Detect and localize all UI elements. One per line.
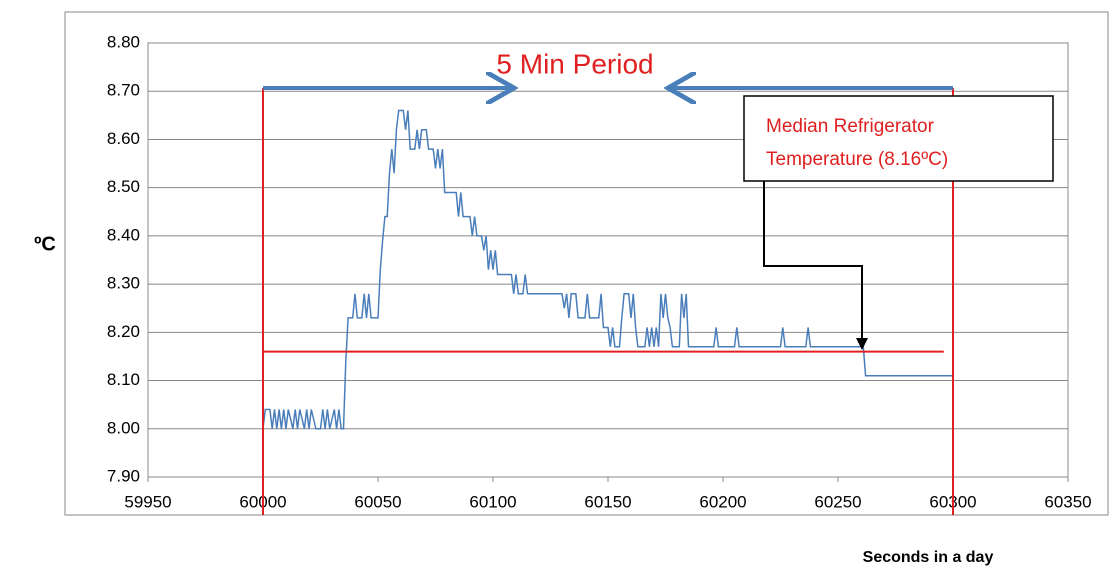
y-tick-label: 8.60 [107,129,140,148]
y-tick-label: 8.70 [107,81,140,100]
y-tick-label: 7.90 [107,466,140,485]
x-label-box [822,540,1032,571]
period-annotation: 5 Min Period [496,48,653,79]
median-label: Median Refrigerator [766,116,935,137]
x-tick-label: 60250 [814,492,861,511]
x-tick-label: 60150 [584,492,631,511]
y-tick-label: 8.20 [107,322,140,341]
y-axis-label: ºC [34,233,56,255]
annotation-box [743,95,1054,182]
x-tick-label: 60050 [354,492,401,511]
x-tick-label: 60350 [1044,492,1091,511]
y-tick-label: 8.10 [107,370,140,389]
median-label: Temperature (8.16ºC) [766,149,948,170]
x-tick-label: 59950 [124,492,171,511]
chart-frame [64,11,1109,516]
grid: 7.90 8.00 8.10 8.20 8.30 8.40 8.50 8.60 8.70 8.80… [107,32,1092,511]
y-tick-label: 8.30 [107,274,140,293]
x-tick-label: 60200 [699,492,746,511]
x-tick-label: 60100 [469,492,516,511]
y-tick-label: 8.40 [107,225,140,244]
y-tick-label: 8.80 [107,32,140,51]
y-tick-label: 8.50 [107,177,140,196]
x-axis-label: Seconds in a day [863,549,994,566]
annotation-connector [763,181,868,350]
y-tick-label: 8.00 [107,418,140,437]
data-line [262,109,953,430]
